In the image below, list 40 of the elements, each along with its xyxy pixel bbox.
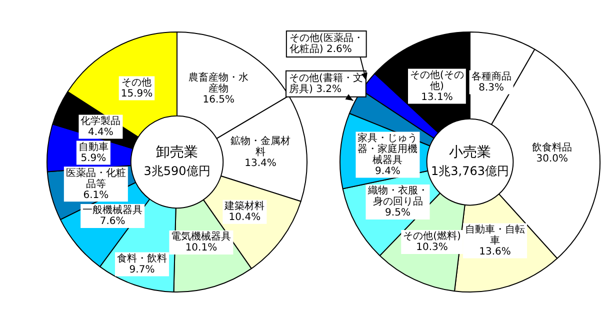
slice-label: 農畜産物・水産物: [188, 72, 249, 95]
slice-label: 医薬品・化粧品等: [66, 166, 126, 190]
data-label: 9.5%: [385, 208, 410, 219]
data-label: 13.4%: [244, 158, 276, 170]
text: 小売業: [449, 144, 491, 161]
data-label: 30.0%: [536, 153, 568, 164]
data-label: 10.4%: [228, 212, 261, 223]
slice-label: 各種商品: [471, 70, 512, 82]
slice-label: 織物・衣服・身の回り品: [366, 184, 428, 208]
text: 卸売業: [156, 144, 198, 161]
slice-label: 一般機械器具: [82, 204, 143, 216]
data-label: 7.6%: [100, 216, 126, 228]
text: 1兆3,763億円: [431, 164, 509, 178]
slice-label: 化学製品: [80, 114, 121, 127]
slice-label: 食料・飲料: [117, 252, 167, 264]
data-label: 13.1%: [421, 92, 453, 103]
data-label: 15.9%: [120, 88, 153, 100]
slice-label: 建築材料: [224, 200, 265, 212]
data-label: 4.4%: [88, 126, 114, 138]
data-label: 9.4%: [375, 166, 400, 177]
slice-label: 家具・じゅう器・家庭用機械器具: [358, 132, 418, 166]
data-label: 5.9%: [80, 152, 106, 164]
slice-label: 電気機械器具: [171, 230, 232, 243]
slice-label: その他(医薬品・化粧品) 2.6%: [289, 32, 364, 56]
slice-label: その他(燃料): [403, 230, 462, 242]
slice-label: その他: [122, 76, 152, 88]
slice-label: 自動車・自転車: [465, 223, 526, 246]
slice-label: 飲食料品: [532, 141, 572, 154]
data-label: 10.1%: [185, 242, 218, 254]
slice-label: 鉱物・金属材料: [230, 135, 291, 158]
data-label: 9.7%: [129, 264, 155, 276]
data-label: 16.5%: [202, 94, 235, 106]
data-label: 8.3%: [478, 82, 504, 94]
data-label: 13.6%: [479, 246, 511, 258]
slice-label: その他(書籍・文房具) 3.2%: [289, 72, 363, 95]
data-label: 10.3%: [416, 242, 448, 254]
text: 3兆590億円: [144, 164, 210, 178]
data-label: 6.1%: [83, 190, 109, 201]
slice-label: 自動車: [78, 140, 108, 153]
slice-label: その他(その他): [410, 68, 464, 92]
